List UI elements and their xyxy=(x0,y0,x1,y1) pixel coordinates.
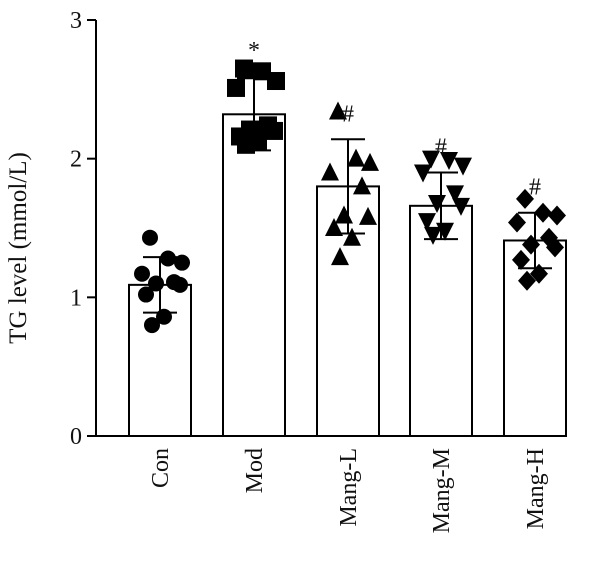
y-tick-label: 3 xyxy=(70,8,82,34)
bar-mang-m xyxy=(409,204,473,437)
significance-mark: * xyxy=(248,38,260,64)
significance-mark: # xyxy=(529,175,541,201)
data-point-triangle-up xyxy=(353,176,371,195)
data-point-triangle-up xyxy=(343,227,361,246)
significance-annotations: * # # # xyxy=(248,38,541,201)
data-point-circle xyxy=(134,265,150,282)
data-point-circle xyxy=(174,254,190,271)
bar-mod xyxy=(222,113,286,437)
data-point-diamond xyxy=(530,263,548,284)
data-point-circle xyxy=(144,317,160,334)
data-point-circle xyxy=(172,276,188,293)
data-point-diamond xyxy=(522,234,540,255)
data-point-triangle-up xyxy=(329,101,347,120)
y-tick-label: 2 xyxy=(70,147,82,173)
y-axis-label: TG level (mmol/L) xyxy=(5,152,32,344)
data-point-diamond xyxy=(548,205,566,226)
data-point-square xyxy=(227,78,245,97)
y-tick-label: 0 xyxy=(70,424,82,450)
data-point-triangle-down xyxy=(440,152,458,171)
data-point-triangle-down xyxy=(422,150,440,169)
data-point-triangle-up xyxy=(361,152,379,171)
data-point-square xyxy=(267,72,285,91)
y-tick-label: 1 xyxy=(70,285,82,311)
data-point-triangle-up xyxy=(325,218,343,236)
data-points xyxy=(134,59,566,334)
significance-mark: # xyxy=(342,101,354,127)
data-point-triangle-up xyxy=(359,206,377,225)
data-point-triangle-down xyxy=(428,195,446,214)
data-point-diamond xyxy=(508,212,526,233)
data-point-triangle-down xyxy=(424,226,442,245)
data-point-triangle-down xyxy=(414,164,432,183)
data-point-square xyxy=(253,62,271,81)
data-point-triangle-down xyxy=(454,157,472,176)
data-point-triangle-up xyxy=(335,205,353,224)
data-point-circle xyxy=(156,308,172,325)
data-point-circle xyxy=(138,286,154,303)
x-category-labels: Con Mod Mang-L Mang-M Mang-H xyxy=(148,448,549,533)
x-category-label: Mang-L xyxy=(336,448,362,527)
data-point-triangle-up xyxy=(321,162,339,181)
significance-mark: # xyxy=(435,135,447,161)
data-point-square xyxy=(265,121,283,140)
data-point-circle xyxy=(160,250,176,267)
data-point-triangle-down xyxy=(446,185,464,204)
data-point-diamond xyxy=(518,270,536,291)
data-point-circle xyxy=(148,275,164,292)
data-point-square xyxy=(235,59,253,78)
data-point-diamond xyxy=(534,202,552,223)
data-point-diamond xyxy=(512,249,530,270)
x-category-label: Mang-M xyxy=(429,448,455,533)
data-point-triangle-up xyxy=(331,247,349,266)
x-category-label: Mod xyxy=(242,448,268,493)
data-point-triangle-down xyxy=(452,197,470,216)
data-point-diamond xyxy=(546,237,564,258)
y-ticks: 0 1 2 3 xyxy=(70,8,96,450)
data-point-square xyxy=(237,135,255,154)
data-point-triangle-down xyxy=(418,213,436,232)
data-point-triangle-up xyxy=(347,148,365,167)
data-point-diamond xyxy=(516,188,534,209)
x-category-label: Con xyxy=(148,448,174,488)
x-category-label: Mang-H xyxy=(523,448,549,529)
data-point-circle xyxy=(142,229,158,246)
